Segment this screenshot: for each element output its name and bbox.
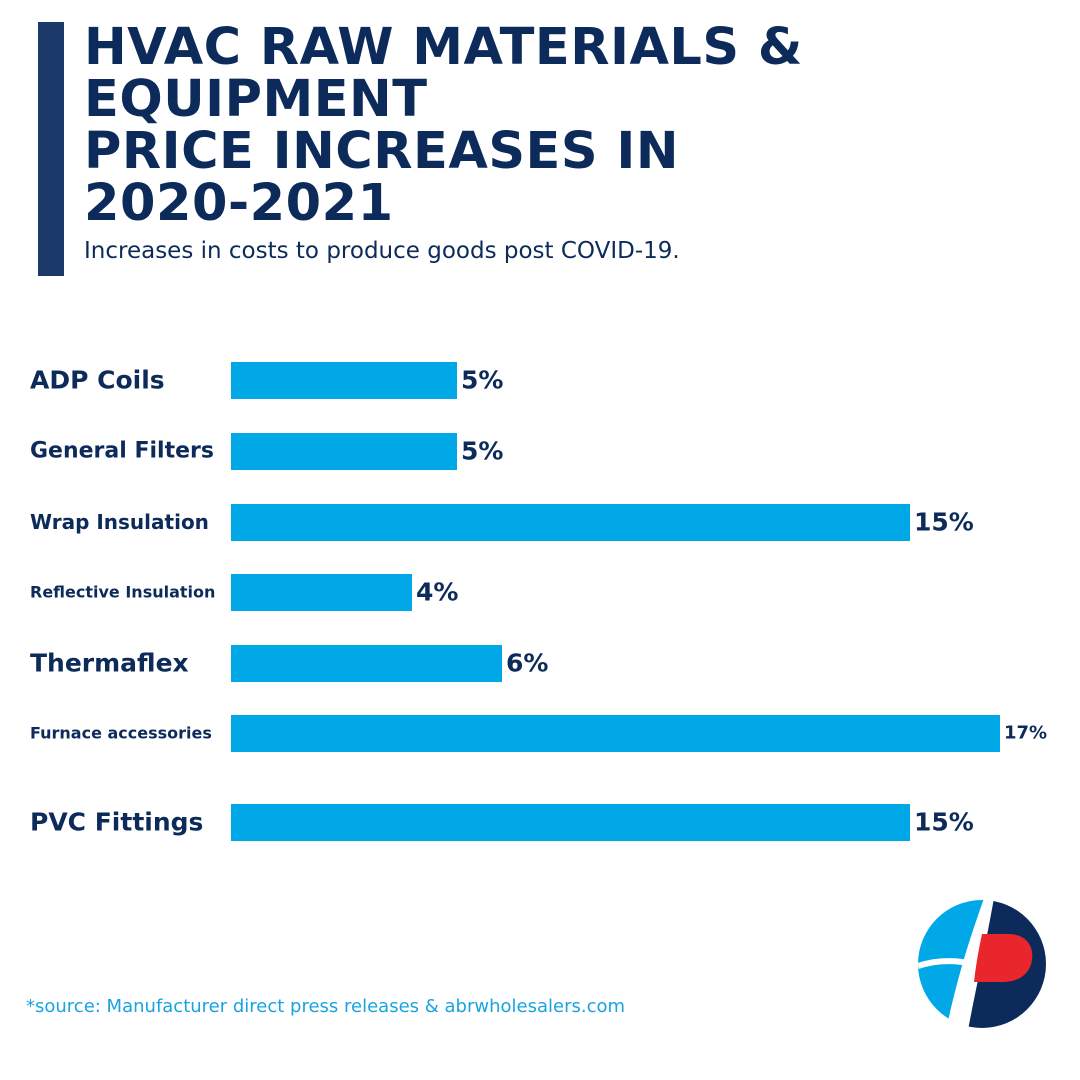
data-label: 4% [416, 577, 459, 607]
category-label: General Filters [30, 438, 214, 464]
data-label: 17% [1004, 722, 1048, 744]
bar [231, 433, 457, 470]
category-label: Wrap Insulation [30, 510, 209, 534]
title-line: EQUIPMENT [84, 70, 428, 129]
data-label: 6% [506, 648, 549, 678]
title-line: PRICE INCREASES IN [84, 122, 680, 181]
bar [231, 715, 1000, 752]
bar [231, 362, 457, 399]
bar-chart: ADP Coils 5% General Filters 5% Wrap Insulat… [0, 340, 1080, 880]
data-label: 5% [461, 365, 504, 395]
abr-p-logo-icon [918, 900, 1046, 1028]
bar [231, 504, 910, 541]
category-label: ADP Coils [30, 365, 165, 395]
title-line: HVAC RAW MATERIALS & [84, 18, 803, 77]
data-label: 15% [914, 807, 974, 837]
title-line: 2020-2021 [84, 174, 394, 233]
page-subtitle: Increases in costs to produce goods post… [84, 238, 680, 264]
bar [231, 574, 412, 611]
category-label: Reflective Insulation [30, 582, 216, 602]
data-label: 15% [914, 507, 974, 537]
data-label: 5% [461, 436, 504, 466]
bar [231, 645, 502, 682]
category-label: PVC Fittings [30, 807, 204, 837]
category-label: Furnace accessories [30, 723, 212, 743]
source-note: *source: Manufacturer direct press relea… [26, 996, 626, 1017]
category-label: Thermaflex [30, 648, 189, 678]
title-accent-bar [38, 22, 64, 276]
page-title: HVAC RAW MATERIALS & EQUIPMENT PRICE INC… [84, 22, 984, 230]
bar [231, 804, 910, 841]
